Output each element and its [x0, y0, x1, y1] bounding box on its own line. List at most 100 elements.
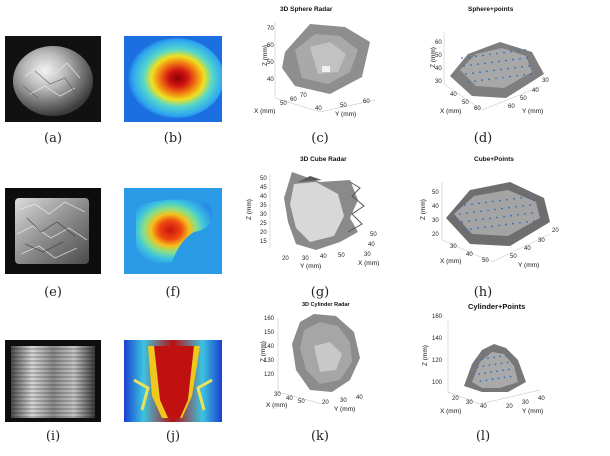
- sample-point: [491, 61, 493, 64]
- caption-b: (b): [163, 131, 183, 146]
- sample-point: [494, 208, 496, 211]
- plot-cylinder-points: Cylinder+Points Z (mm) 160 140 120 100 2…: [410, 300, 560, 420]
- z-tick: 20: [432, 232, 439, 238]
- sample-point: [513, 197, 515, 200]
- sample-point: [490, 371, 492, 374]
- x-axis-label: X (mm): [266, 402, 288, 409]
- sample-point: [484, 372, 486, 374]
- sample-point: [481, 79, 483, 82]
- sample-point: [508, 368, 510, 371]
- sample-point: [489, 53, 491, 56]
- y-tick: 40: [524, 246, 531, 252]
- sample-point: [477, 227, 479, 230]
- sample-point: [497, 377, 500, 380]
- z-tick: 50: [432, 190, 439, 196]
- sample-point: [499, 355, 501, 358]
- heatmap-sphere-image: [124, 36, 224, 122]
- z-tick: 40: [432, 204, 439, 210]
- z-tick: 160: [264, 316, 275, 322]
- z-tick: 150: [264, 330, 275, 336]
- plot-title: Cube+Points: [474, 156, 514, 163]
- x-axis-label: X (mm): [440, 408, 462, 415]
- cube-points-surface: [441, 182, 551, 263]
- sample-point: [491, 378, 494, 381]
- sample-point: [488, 78, 490, 81]
- y-tick: 30: [542, 78, 549, 84]
- caption-j: (j): [165, 429, 181, 444]
- sample-point: [510, 214, 512, 217]
- sample-point: [468, 220, 470, 222]
- sample-point: [505, 59, 507, 62]
- sample-point: [524, 213, 526, 215]
- sample-point: [506, 361, 509, 364]
- sample-point: [464, 204, 466, 206]
- sample-point: [480, 210, 482, 213]
- x-tick: 40: [450, 92, 457, 98]
- sample-point: [492, 200, 494, 203]
- cube-surface: [269, 172, 365, 250]
- z-tick: 70: [267, 26, 274, 32]
- sample-point: [467, 81, 469, 83]
- sample-point: [463, 65, 465, 67]
- y-tick: 30: [364, 252, 371, 258]
- sample-point: [512, 222, 514, 225]
- z-tick: 50: [435, 53, 442, 59]
- caption-c: (c): [311, 131, 329, 146]
- heatmap-sphere: [124, 36, 224, 122]
- plot-cube-points: Cube+Points Z (mm) 50 40 30 20 30 40 50 …: [410, 152, 560, 274]
- y-tick: 60: [508, 104, 515, 110]
- sample-point: [476, 366, 479, 368]
- sample-point: [484, 226, 486, 229]
- z-tick: 40: [267, 77, 274, 83]
- sample-point: [470, 64, 472, 66]
- sample-point: [515, 205, 517, 208]
- sample-point: [498, 60, 500, 63]
- y-tick: 20: [506, 404, 513, 410]
- sample-point: [519, 221, 521, 224]
- y-axis-label: Y (mm): [522, 408, 544, 415]
- sample-point: [500, 362, 503, 365]
- sample-point: [478, 373, 480, 375]
- y-axis-label: Y (mm): [518, 262, 540, 269]
- y-tick: 50: [510, 254, 517, 260]
- y-tick: 20: [552, 228, 559, 234]
- sample-point: [475, 359, 477, 361]
- sample-point: [457, 205, 459, 207]
- sample-point: [468, 56, 470, 58]
- z-axis-label: Z (mm): [246, 199, 253, 220]
- sample-point: [475, 55, 477, 58]
- sample-point: [493, 356, 495, 359]
- z-tick: 140: [264, 344, 275, 350]
- x-tick: 60: [290, 97, 297, 103]
- sample-point: [475, 219, 477, 222]
- sample-point: [498, 224, 500, 227]
- plot-title: Sphere+points: [468, 6, 514, 13]
- y-tick: 20: [322, 400, 329, 406]
- sample-point: [501, 207, 503, 210]
- y-tick: 30: [340, 398, 347, 404]
- cylinder-surface: [277, 314, 360, 405]
- sample-point: [517, 49, 519, 52]
- sample-point: [506, 198, 508, 201]
- heatmap-can-image: [124, 340, 222, 422]
- sample-point: [526, 221, 528, 223]
- sample-point: [533, 220, 535, 222]
- sample-point: [495, 77, 497, 80]
- sample-point: [509, 75, 511, 78]
- sample-point: [507, 67, 509, 70]
- sample-point: [503, 376, 506, 379]
- sample-point: [482, 365, 485, 367]
- sample-point: [496, 52, 498, 55]
- sample-point: [484, 62, 486, 65]
- sample-point: [496, 216, 498, 219]
- sample-point: [505, 223, 507, 226]
- sample-point: [487, 209, 489, 212]
- sample-point: [502, 76, 504, 79]
- x-tick: 30: [450, 244, 457, 250]
- sample-point: [487, 357, 489, 360]
- sample-point: [489, 217, 491, 220]
- foil-ball-image: [5, 36, 101, 122]
- caption-a: (a): [44, 131, 62, 146]
- sample-point: [516, 74, 518, 77]
- sample-point: [496, 370, 498, 373]
